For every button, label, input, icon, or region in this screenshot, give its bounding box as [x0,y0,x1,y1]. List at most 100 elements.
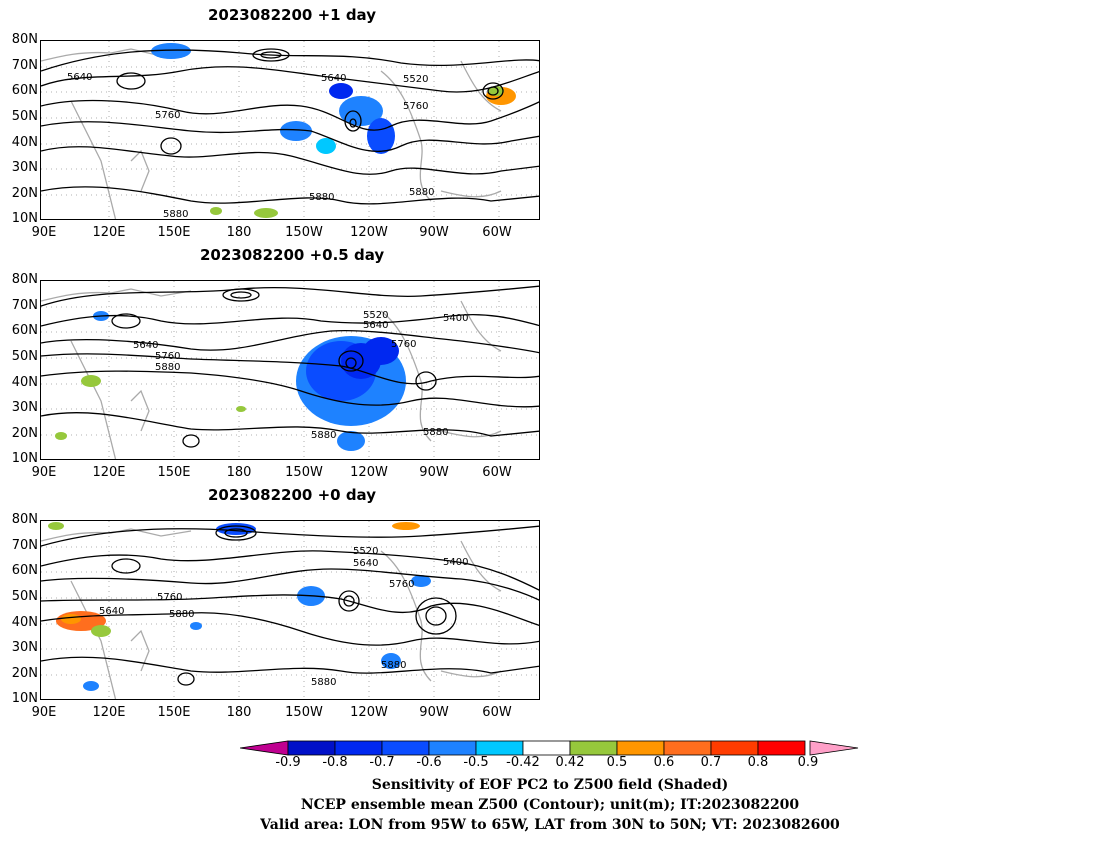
colorbar-box [428,740,477,756]
lon-label: 150E [157,225,191,240]
lon-label: 120W [350,705,388,720]
contour-label: 5640 [67,72,92,83]
lon-label: 90E [31,225,57,240]
colorbar-tick: 0.9 [797,755,819,770]
colorbar-tick: 0.8 [747,755,769,770]
lat-label: 60N [11,323,38,338]
lat-label: 80N [11,32,38,47]
contour-label: 5400 [443,557,468,568]
colorbar-box [522,740,571,756]
lat-label: 40N [11,135,38,150]
colorbar-box [287,740,336,756]
lon-label: 180 [226,225,252,240]
lat-label: 50N [11,109,38,124]
colorbar-tick: -0.42 [506,755,540,770]
lon-label: 180 [226,465,252,480]
contour-labels: 5520 5640 5400 5760 5640 5760 5880 5880 … [99,546,468,688]
lon-label: 60W [482,225,512,240]
contour-label: 5880 [169,609,194,620]
lat-label: 10N [11,211,38,226]
colorbar-tick: -0.7 [369,755,395,770]
lat-label: 60N [11,83,38,98]
panel-title-3: 2023082200 +0 day [208,486,376,504]
lat-label: 80N [11,512,38,527]
lat-label: 10N [11,691,38,706]
map-panel-2: 5520 5640 5400 5640 5760 5880 5760 5880 … [40,280,540,460]
lon-label: 180 [226,705,252,720]
contour-label: 5760 [155,110,180,121]
colorbar-tick: 0.6 [653,755,675,770]
contour-label: 5880 [311,430,336,441]
contour-label: 5760 [403,101,428,112]
lat-label: 30N [11,640,38,655]
colorbar-tick: -0.9 [275,755,301,770]
colorbar-box [475,740,524,756]
lon-label: 60W [482,465,512,480]
lon-label: 150W [285,705,323,720]
contour-label: 5760 [155,351,180,362]
caption-line-1: Sensitivity of EOF PC2 to Z500 field (Sh… [371,777,729,793]
contour-label: 5640 [321,73,346,84]
contour-label: 5640 [353,558,378,569]
colorbar [240,740,859,756]
contours [41,525,539,686]
contour-label: 5880 [155,362,180,373]
lat-label: 40N [11,375,38,390]
lat-label: 70N [11,298,38,313]
colorbar-box [569,740,618,756]
lat-label: 50N [11,589,38,604]
caption-line-3: Valid area: LON from 95W to 65W, LAT fro… [260,817,840,833]
colorbar-tick: 0.42 [555,755,585,770]
lon-label: 120E [92,465,126,480]
lon-label: 150W [285,225,323,240]
contour-label: 5520 [353,546,378,557]
contours [41,48,539,205]
contour-label: 5880 [423,427,448,438]
lat-label: 30N [11,160,38,175]
lon-label: 90E [31,705,57,720]
contour-label: 5520 [363,310,388,321]
lon-label: 120W [350,225,388,240]
lat-label: 80N [11,272,38,287]
contour-label: 5760 [391,339,416,350]
colorbar-box [663,740,712,756]
map-svg-1: 5640 5640 5520 5760 5760 5880 5880 5880 [41,41,539,219]
contour-label: 5880 [409,187,434,198]
contour-labels: 5520 5640 5400 5640 5760 5880 5760 5880 … [133,310,468,441]
lat-label: 70N [11,538,38,553]
contour-label: 5760 [157,592,182,603]
lon-label: 90W [419,225,449,240]
lon-label: 90W [419,705,449,720]
panel-title-1: 2023082200 +1 day [208,6,376,24]
lat-label: 50N [11,349,38,364]
colorbar-left-arrow [240,740,289,756]
colorbar-tick: 0.7 [700,755,722,770]
map-panel-3: 5520 5640 5400 5760 5640 5760 5880 5880 … [40,520,540,700]
contour-label: 5880 [311,677,336,688]
contour-label: 5640 [99,606,124,617]
contour-label: 5640 [133,340,158,351]
colorbar-tick: -0.8 [322,755,348,770]
lon-label: 120W [350,465,388,480]
contours [41,285,539,448]
lat-label: 10N [11,451,38,466]
colorbar-tick: 0.5 [606,755,628,770]
lat-label: 20N [11,666,38,681]
lon-label: 60W [482,705,512,720]
contour-label: 5760 [389,579,414,590]
colorbar-box [757,740,806,756]
lon-label: 150E [157,705,191,720]
lon-label: 150W [285,465,323,480]
lon-label: 150E [157,465,191,480]
lon-label: 90E [31,465,57,480]
colorbar-tick: -0.5 [463,755,489,770]
lon-label: 120E [92,225,126,240]
colorbar-box [616,740,665,756]
caption-line-2: NCEP ensemble mean Z500 (Contour); unit(… [300,797,800,813]
lat-label: 70N [11,58,38,73]
lat-label: 40N [11,615,38,630]
panel-title-2: 2023082200 +0.5 day [200,246,385,264]
lat-label: 20N [11,426,38,441]
colorbar-box [381,740,430,756]
map-svg-3: 5520 5640 5400 5760 5640 5760 5880 5880 … [41,521,539,699]
